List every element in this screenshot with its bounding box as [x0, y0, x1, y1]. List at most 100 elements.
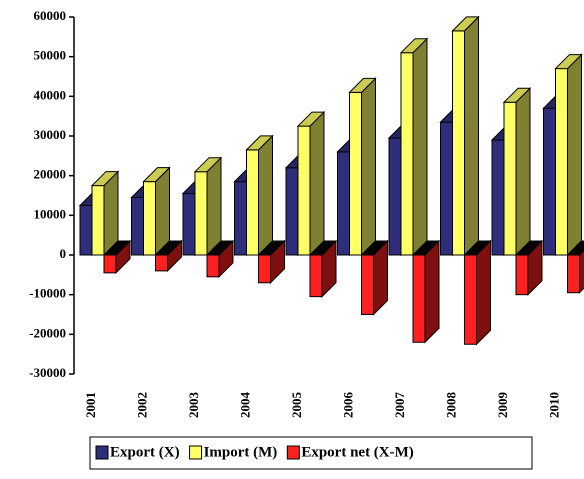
bar [452, 30, 465, 256]
bar-top [154, 240, 183, 256]
bar-side [361, 77, 376, 257]
bar-side [206, 156, 222, 257]
bar-side [258, 134, 273, 257]
bar-3d [154, 239, 183, 273]
bar [309, 254, 323, 298]
bar-top [90, 171, 120, 187]
bar [258, 254, 271, 284]
bar-3d [566, 240, 584, 294]
bar [91, 185, 105, 256]
x-tick-label: 2003 [186, 392, 201, 419]
bar-side [515, 87, 531, 257]
bar-3d [554, 53, 583, 257]
bar-3d [360, 239, 389, 316]
bar-side [309, 110, 325, 257]
legend-swatch [189, 445, 203, 460]
bar [543, 107, 556, 256]
bar-3d [502, 87, 532, 257]
x-tick-label: 2005 [289, 392, 304, 419]
bar [155, 254, 168, 272]
bar-top [554, 54, 583, 70]
bar [194, 171, 208, 256]
bar-side [412, 37, 428, 257]
bar [515, 254, 529, 296]
bar-top [257, 240, 286, 256]
bar-3d [348, 77, 377, 257]
bar-top [411, 240, 441, 256]
bar [182, 193, 196, 256]
x-tick-label: 2002 [134, 392, 149, 418]
bar-side [476, 239, 491, 346]
bar [388, 137, 402, 256]
bar [103, 254, 117, 274]
bar-3d [296, 110, 326, 257]
bar [349, 91, 362, 256]
x-tick-label: 2009 [495, 392, 510, 419]
bar-top [502, 87, 532, 103]
bar-top [193, 157, 223, 173]
bar [337, 151, 350, 256]
bar [361, 254, 374, 315]
bar-3d [90, 170, 120, 257]
y-tick-label: -20000 [29, 325, 66, 340]
bar-3d [205, 239, 235, 279]
bar-3d [142, 166, 171, 257]
bar [440, 121, 453, 256]
y-tick-label: -10000 [29, 286, 66, 301]
bar [206, 254, 220, 278]
bar-side [579, 249, 584, 294]
y-tick-label: 0 [60, 246, 67, 261]
bar-top [102, 240, 132, 256]
bar-top [566, 240, 584, 256]
y-tick-label: 60000 [34, 8, 67, 23]
bar-top [514, 240, 544, 256]
bar-3d [102, 239, 132, 275]
x-tick-label: 2008 [443, 392, 458, 419]
bar-3d [193, 156, 223, 257]
legend-label: Import (M) [204, 444, 278, 460]
bar [246, 149, 259, 256]
bar-side [424, 239, 440, 344]
x-tick-label: 2004 [237, 392, 252, 419]
legend-swatch [95, 445, 109, 460]
legend-label: Export (X) [110, 444, 180, 460]
bar-3d [463, 239, 492, 346]
bar-3d [257, 239, 286, 284]
bar-top [296, 111, 326, 127]
bar-top [142, 167, 171, 183]
bar [400, 52, 414, 256]
x-tick-label: 2001 [83, 392, 98, 418]
bar [131, 196, 144, 256]
bar-top [348, 77, 377, 93]
y-tick-label: 50000 [34, 48, 67, 63]
bar [464, 254, 477, 345]
bar-3d [245, 134, 274, 257]
legend-box [89, 436, 533, 470]
bar-side [464, 15, 479, 257]
bar [79, 204, 93, 256]
bar [567, 254, 580, 294]
legend-label: Export net (X-M) [301, 444, 413, 460]
x-tick-label: 2010 [546, 392, 561, 418]
bar-top [451, 16, 480, 32]
bar [285, 167, 299, 256]
x-tick-label: 2007 [392, 392, 407, 419]
bar-3d [308, 239, 338, 298]
bar [234, 181, 247, 256]
bar-top [360, 240, 389, 256]
bar-top [245, 135, 274, 151]
y-tick-label: 20000 [34, 167, 67, 182]
bar-3d [399, 37, 429, 257]
bar-top [308, 240, 338, 256]
y-tick-label: -30000 [29, 365, 66, 380]
y-tick-label: 10000 [34, 206, 67, 221]
bar-3d [411, 239, 441, 344]
bar [412, 254, 426, 343]
legend-swatch [286, 445, 300, 460]
bar-top [463, 240, 492, 256]
bar-3d [514, 239, 544, 296]
bar-top [399, 38, 429, 54]
bar [503, 101, 517, 256]
